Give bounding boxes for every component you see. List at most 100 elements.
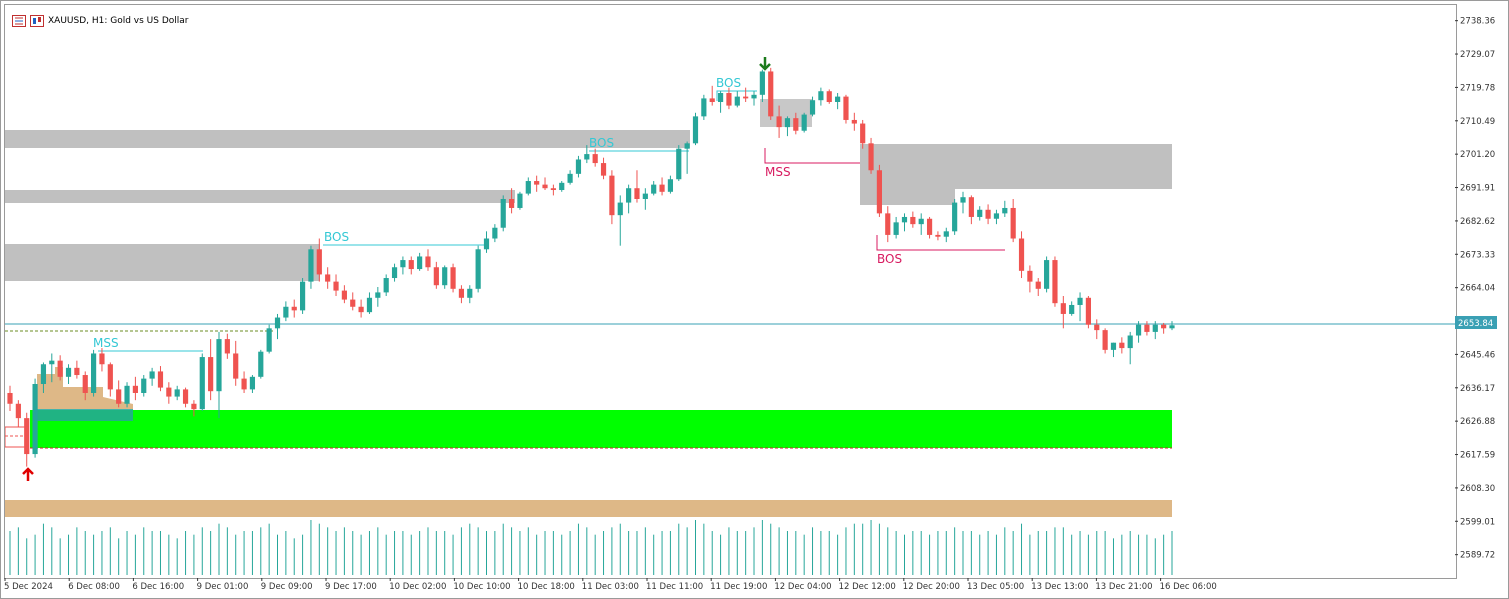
candle [617,195,623,246]
candle [550,184,556,196]
candle-body [642,193,648,199]
candle [341,285,347,304]
structure-layer: MSS BOS BOS BOS MSS BOS [93,76,1005,352]
candle-body [299,281,306,311]
mss-line-2 [764,148,860,164]
symbol-title: XAUUSD, H1: Gold vs US Dollar [48,16,189,26]
candle [684,141,690,174]
candle [1110,342,1117,358]
candle [542,177,548,191]
price-label: 2617.59 [1460,451,1495,461]
candle-body [977,209,983,217]
time-axis[interactable]: 5 Dec 2024 6 Dec 08:00 6 Dec 16:00 9 Dec 01… [4,578,1455,596]
candle [500,195,506,232]
candle [182,387,189,408]
candle-body [1094,324,1100,331]
price-label: 2719.78 [1460,83,1495,93]
candle [835,93,841,110]
candle-body [483,238,490,250]
candle-body [901,216,908,223]
price-label: 2710.49 [1460,117,1495,127]
candle [977,206,983,221]
candle [600,157,607,180]
price-label: 2701.20 [1460,150,1495,160]
candle [768,67,774,120]
candle-body [659,184,665,192]
candle [249,375,256,393]
bos-label-1: BOS [324,230,349,244]
candle [24,412,30,467]
candle [450,263,456,293]
current-price-value: 2653.84 [1458,319,1493,329]
candle-body [818,91,824,101]
candle [626,184,632,214]
candle [793,112,799,135]
candle-body [876,170,883,214]
candle-body [475,249,481,289]
candle [525,177,531,196]
candle [308,245,314,289]
candle [458,285,465,304]
candle [299,278,306,314]
candle [1002,200,1008,217]
candle-body [141,378,147,393]
candle-body [517,193,523,208]
candle [391,263,398,282]
chart-candles-icon[interactable] [30,15,44,27]
candle [7,385,13,411]
candle [1161,322,1167,334]
candle [40,362,47,393]
candle [425,249,431,271]
candle-body [191,403,197,410]
candle [784,116,791,137]
current-price-tag [1455,316,1497,329]
candle [149,367,155,386]
candle-body [567,173,573,183]
candle [534,175,540,192]
candle-body [82,375,88,393]
bos-line-4 [876,235,1005,251]
price-label: 2738.36 [1460,17,1495,27]
candle [876,164,883,217]
chart-canvas[interactable]: MSS BOS BOS BOS MSS BOS [5,5,1456,578]
candle-body [450,267,456,289]
price-label: 2626.88 [1460,417,1495,427]
candle-body [1102,330,1108,350]
candle [1119,337,1125,354]
candle [99,348,105,372]
candle-body [492,227,498,239]
candle-body [910,216,916,225]
candle [325,267,331,289]
time-label: 12 Dec 04:00 [774,582,831,592]
chart-area[interactable]: MSS BOS BOS BOS MSS BOS XAUUSD, H1: Go [4,4,1457,579]
candle [141,375,147,397]
candle [91,349,97,397]
candle [316,238,322,282]
supply-zone-6 [860,189,955,205]
candle-body [325,274,331,282]
supply-zone-5 [860,144,1172,189]
candle [709,85,715,106]
time-label: 12 Dec 12:00 [839,582,896,592]
candle-body [24,418,30,455]
candle [1127,331,1133,365]
candle [1027,265,1033,293]
demand-zone-red-outline [5,426,28,448]
candle-body [868,143,874,171]
candle-body [442,267,448,286]
candle [885,206,891,243]
candle-body [1027,270,1033,282]
candle [350,292,356,311]
time-label: 16 Dec 06:00 [1160,582,1217,592]
chart-bars-icon[interactable] [12,15,26,27]
time-label: 11 Dec 03:00 [582,582,639,592]
candle [483,231,490,253]
candle [651,181,657,196]
candle [1169,321,1175,331]
candle-body [1127,335,1133,349]
candle-body [241,378,247,390]
candle [860,119,866,149]
price-axis[interactable]: 2738.36 2729.07 2719.78 2710.49 2701.20 2691.… [1455,4,1509,584]
candle [935,231,941,241]
candle-body [600,163,607,176]
